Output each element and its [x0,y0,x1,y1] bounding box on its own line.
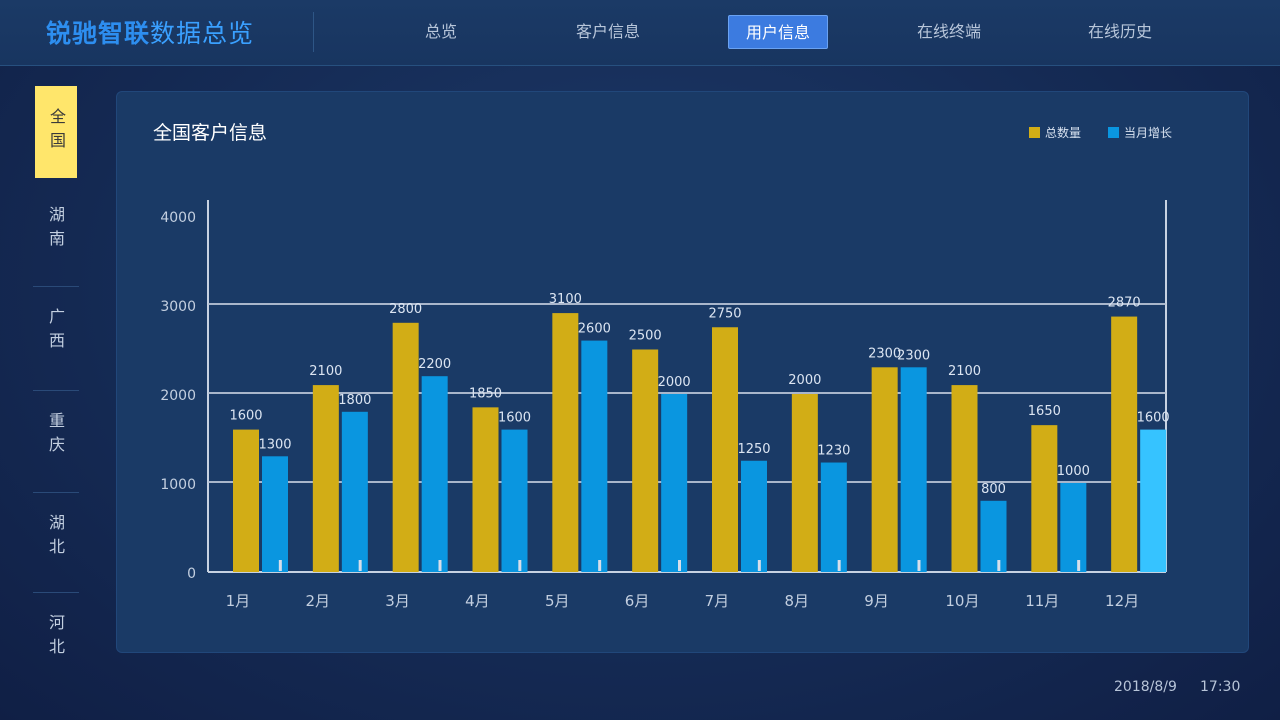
sidebar-divider [33,592,79,593]
top-header: 锐驰智联数据总览 总览 客户信息 用户信息 在线终端 在线历史 [0,0,1280,66]
tab-online-history[interactable]: 在线历史 [1087,22,1152,41]
header-divider [313,12,314,52]
brand-subtitle: 数据总览 [150,19,255,48]
brand-name: 锐驰智联 [46,19,151,48]
sidebar-divider [33,286,79,287]
tab-user-info[interactable]: 用户信息 [728,15,828,49]
legend-swatch-total [1029,127,1040,138]
footer-date: 2018/8/9 [1114,679,1177,695]
tab-online-terminals[interactable]: 在线终端 [916,22,981,41]
legend-label-total: 总数量 [1045,126,1082,140]
sidebar-item-hunan[interactable]: 湖南 [46,206,65,254]
footer-time: 17:30 [1200,679,1241,695]
sidebar-item-national[interactable]: 全国 [35,86,77,178]
legend-item-total[interactable]: 总数量 [1029,124,1081,141]
sidebar-item-guangxi[interactable]: 广西 [46,308,65,356]
sidebar-divider [33,492,79,493]
legend-label-growth: 当月增长 [1124,126,1173,140]
legend-item-growth[interactable]: 当月增长 [1108,124,1172,141]
chart-panel: 全国客户信息 总数量 当月增长 [116,91,1249,653]
app-title: 锐驰智联数据总览 [46,14,254,50]
sidebar-item-chongqing[interactable]: 重庆 [46,412,65,460]
tab-customer-info[interactable]: 客户信息 [575,22,640,41]
legend-swatch-growth [1108,127,1119,138]
panel-title: 全国客户信息 [153,122,268,144]
tab-overview[interactable]: 总览 [424,22,457,41]
sidebar-divider [33,390,79,391]
sidebar-item-hebei[interactable]: 河北 [46,614,65,662]
sidebar-item-hubei[interactable]: 湖北 [46,514,65,562]
